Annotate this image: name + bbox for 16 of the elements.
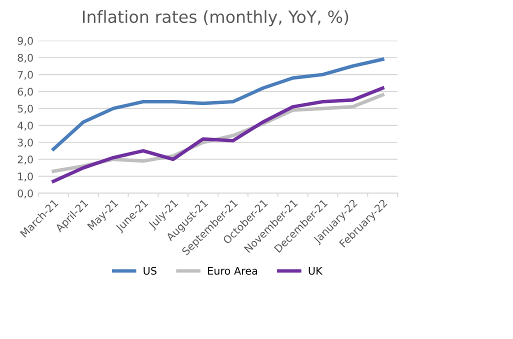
y-tick-label: 7,0 (18, 70, 33, 80)
y-tick-label: 9,0 (18, 36, 33, 46)
y-tick-label: 3,0 (18, 138, 33, 148)
y-tick-label: 2,0 (18, 156, 33, 164)
y-tick-label: 5,0 (18, 104, 33, 114)
legend-label: US (144, 266, 156, 275)
legend-label: Euro Area (208, 266, 257, 275)
y-tick-label: 6,0 (18, 88, 33, 97)
y-tick-label: 4,0 (18, 122, 33, 131)
chart-title: Inflation rates (monthly, YoY, %) (82, 10, 348, 26)
y-tick-label: 8,0 (18, 54, 33, 63)
line-series (52, 58, 384, 151)
legend-label: UK (308, 266, 323, 275)
y-tick-label: 1,0 (18, 172, 33, 182)
line-series (52, 86, 384, 184)
y-tick-label: 0,0 (18, 189, 33, 198)
